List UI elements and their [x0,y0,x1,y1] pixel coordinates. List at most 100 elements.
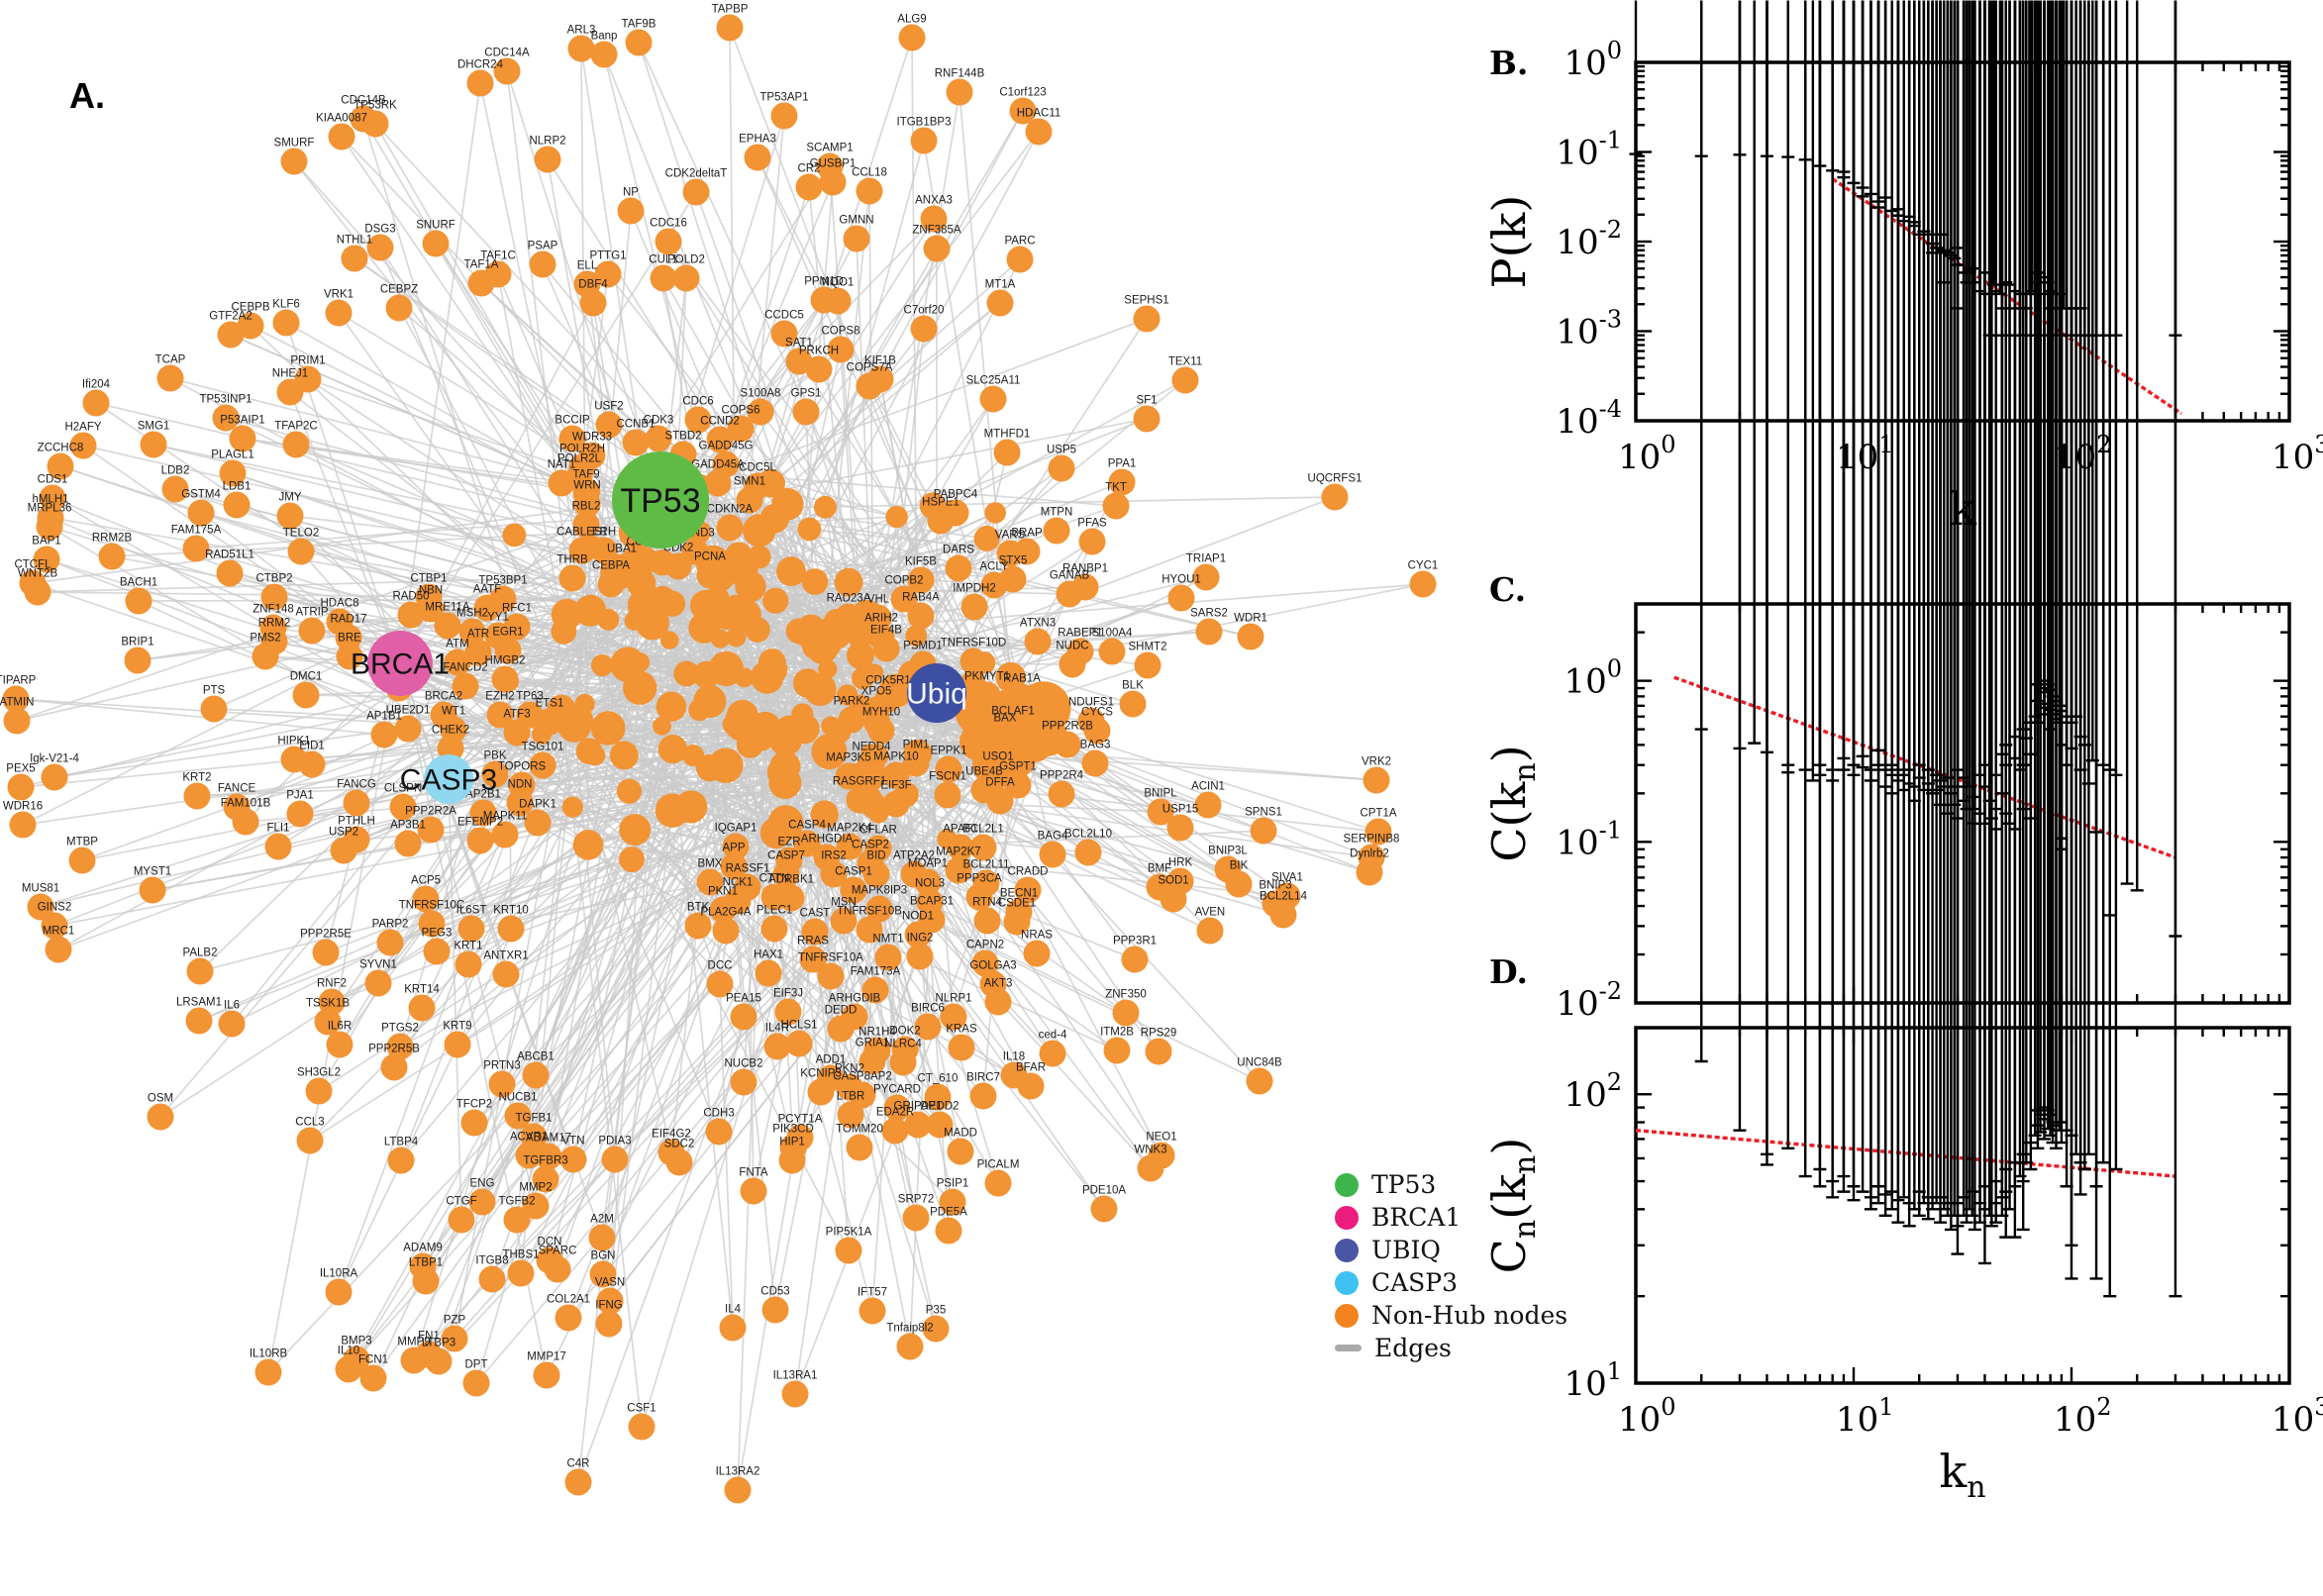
network-hubs-layer: TP53 BRCA1 Ubiq CASP3 [351,451,967,804]
network-node-label: RBL2 [572,501,601,513]
network-node-label: MAP2K4 [827,823,872,835]
network-node [468,1188,496,1216]
network-node-label: NEDD4 [853,742,892,753]
tick-exponent: 3 [2314,431,2323,458]
network-node [813,495,837,519]
network-node [795,173,823,201]
network-node-label: ENG [470,1178,495,1190]
tick-base: 10 [1618,438,1661,477]
legend-label: Edges [1374,1334,1452,1362]
network-node [986,289,1014,317]
network-node-label: PIM1 [903,740,930,751]
network-node-label: CDC6 [682,396,713,408]
network-node-label: GADD45A [691,459,745,471]
axis-label-part: n [1508,1220,1543,1239]
network-node-label: FN1 [418,1331,440,1343]
network-node [1078,528,1106,555]
network-node [730,1068,758,1096]
network-node-label: TSG101 [522,742,564,753]
network-node [1171,366,1199,394]
network-node [910,315,938,343]
chart-tick-label: 103 [2272,431,2323,477]
network-node [515,1142,543,1169]
network-node-label: MYST1 [134,866,171,878]
network-node-label: SF1 [1136,395,1157,407]
axis-label-part: n [1508,1155,1543,1174]
network-node [1014,876,1042,904]
network-node-label: XPO5 [861,686,892,698]
network-node [922,1315,950,1343]
network-node-label: AP1B1 [366,711,402,723]
network-node-label: RAD50 [392,591,429,603]
tick-base: 10 [2272,438,2314,477]
network-node [1083,717,1111,745]
network-node [1008,683,1036,711]
network-node-label: KLF6 [272,299,300,311]
network-node [945,554,972,582]
network-node [41,763,68,791]
chart-point [1977,0,1991,1265]
chart-point [1806,0,1820,782]
network-node-label: EDA2R [876,1107,914,1119]
network-node [1056,580,1083,608]
tick-base: 10 [1564,44,1606,83]
network-node-label: BRE [338,633,361,645]
chart-point [2008,0,2022,1239]
network-node-label: AVEN [1195,907,1225,919]
network-node-label: SPNS1 [1245,807,1282,819]
network-edge [873,496,1336,674]
network-node-label: CEBPB [232,302,270,314]
network-node-label: SLC25A11 [966,375,1021,387]
network-node-label: KIAA0087 [316,113,367,125]
network-node [1119,690,1147,718]
network-node [326,1031,354,1058]
network-node-label: C7orf20 [904,305,945,317]
network-node-label: FANCG [337,779,376,791]
network-node-label: BCL2L11 [962,859,1009,871]
network-node [491,665,519,693]
network-node-label: EFEMP2 [457,817,503,829]
network-node-label: KRT14 [404,984,440,996]
network-node-label: PPM1D [804,276,844,288]
network-node [984,988,1012,1016]
panel-b-label: B. [1489,44,1529,82]
network-node [1133,405,1161,433]
network-edge [794,736,1049,1395]
network-node [394,715,422,743]
network-node [904,1111,932,1139]
network-node-label: SRP72 [898,1194,934,1206]
network-node-label: NLRP1 [935,993,971,1005]
network-node [736,703,758,726]
network-node-label: MTHFD1 [984,429,1031,441]
network-node [380,1053,408,1081]
network-node-label: PPP2R2B [1042,721,1093,733]
network-node [264,833,292,860]
network-node [574,594,607,627]
network-node [882,790,910,818]
network-node-label: MTPN [1041,507,1073,519]
network-node-label: LTBR [837,1091,865,1103]
network-node-label: PFAS [1077,518,1107,530]
network-node-label: IL4R [765,1023,789,1035]
network-edge [425,682,809,1282]
tick-base: 10 [1556,402,1598,442]
network-node-label: NOD1 [902,911,934,923]
network-node [751,729,773,751]
network-node [747,398,774,426]
legend-item-brca1: BRCA1 [1335,1201,1567,1234]
chart-point [2103,0,2117,1298]
network-node [926,1111,954,1139]
network-node [811,734,848,770]
chart-point [1902,0,1916,1228]
network-node [41,912,68,940]
chart-point [2044,0,2058,1138]
network-node-label: ATF3 [503,709,530,721]
network-node [856,916,883,944]
network-node [491,821,519,848]
network-node-label: PPP2R4 [1040,770,1084,782]
network-node-label: KIF5B [905,556,937,568]
network-node-label: CYC1 [1408,560,1439,572]
network-node [579,289,607,317]
network-node [948,1034,975,1061]
network-node-label: ced-4 [1039,1030,1067,1042]
